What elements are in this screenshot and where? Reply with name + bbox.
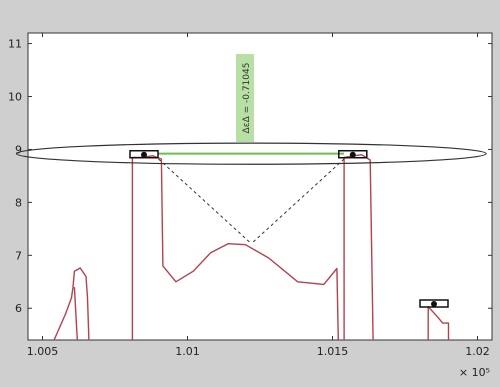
y-tick-label: 10 [8, 91, 22, 104]
x-tick-label: 1.015 [317, 345, 349, 358]
dashed-connector [158, 158, 252, 245]
x-tick-label: 1.01 [175, 345, 200, 358]
y-tick-label: 9 [15, 143, 22, 156]
delta-label-text: ΔεΔ = -0.71045 [242, 63, 252, 134]
series-line [73, 287, 78, 341]
y-tick-label: 11 [8, 38, 22, 51]
series-line [427, 306, 450, 340]
axis-ticks: 1.005 1.01 1.015 1.02 6 7 8 9 10 11 [8, 33, 492, 358]
delta-label: ΔεΔ = -0.71045 [236, 54, 254, 142]
y-tick-label: 7 [15, 249, 22, 262]
dashed-connector [250, 158, 345, 245]
delta-label-background [236, 54, 254, 142]
endpoint-dot [141, 151, 147, 158]
endpoint-dot [349, 151, 356, 158]
x-tick-label: 1.02 [465, 345, 490, 358]
series-line [343, 154, 374, 341]
x-exponent-label: × 10⁵ [459, 366, 490, 379]
annotation-layer: ΔεΔ = -0.71045 [15, 54, 487, 308]
y-tick-label: 6 [15, 302, 22, 315]
y-tick-label: 8 [15, 196, 22, 209]
series-line [53, 267, 90, 341]
x-tick-label: 1.005 [27, 345, 59, 358]
plot-area [27, 32, 493, 341]
endpoint-dot [431, 301, 437, 308]
selection-ellipse [15, 142, 487, 165]
